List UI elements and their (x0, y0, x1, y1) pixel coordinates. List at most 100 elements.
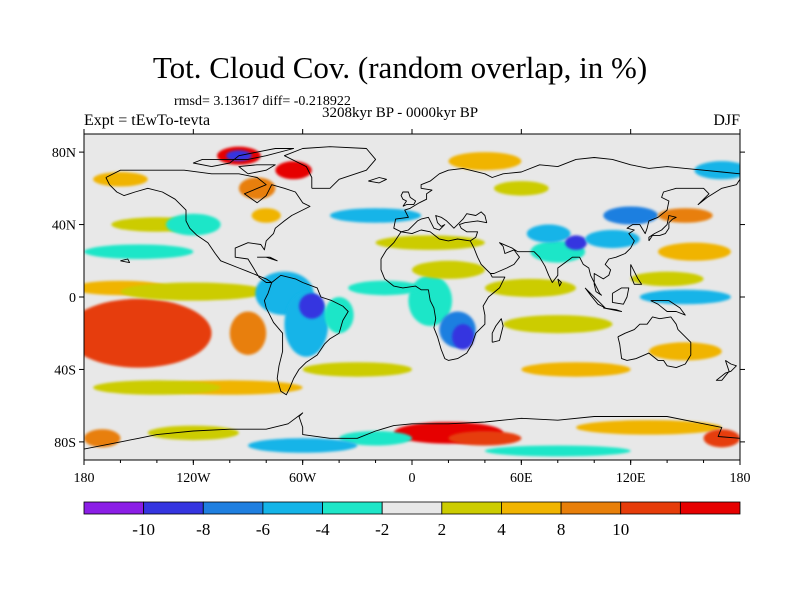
anomaly-patch (703, 429, 740, 448)
anomaly-patch (448, 431, 522, 446)
anomaly-patch (251, 208, 281, 223)
anomaly-patch (93, 380, 221, 395)
anomaly-patch (275, 161, 312, 180)
anomaly-patch (448, 152, 522, 171)
coastline (490, 179, 740, 296)
coastline (617, 316, 692, 369)
colorbar-label: -2 (375, 520, 389, 539)
colorbar: -10 -8 -6 -4 -2 2 4 8 10 (83, 501, 741, 539)
anomaly-patch (658, 208, 713, 223)
y-tick-label: 0 (69, 291, 76, 306)
season-label: DJF (713, 112, 740, 129)
coastline-layer (84, 146, 740, 450)
x-tick-label: 120E (616, 471, 646, 486)
anomaly-patch (84, 298, 212, 368)
coastline (400, 211, 488, 242)
anomaly-patch (84, 429, 121, 448)
anomaly-patch (339, 431, 412, 446)
coastline (120, 258, 131, 264)
anomaly-patch (247, 438, 358, 453)
anomaly-patch (658, 242, 731, 261)
stats-text: rmsd= 3.13617 diff= -0.218922 (174, 94, 351, 109)
coastline (368, 177, 387, 184)
anomaly-patch (302, 362, 413, 377)
anomaly-patch (299, 293, 325, 319)
colorbar-box (620, 501, 681, 515)
colorbar-label: -8 (196, 520, 210, 539)
anomaly-patch (521, 362, 631, 377)
anomaly-patch (452, 324, 474, 350)
colorbar-box (202, 501, 264, 515)
colorbar-box (501, 501, 562, 515)
colorbar-label: 10 (612, 520, 629, 539)
coastline (380, 229, 506, 361)
colorbar-box (560, 501, 622, 515)
y-tick-label: 80S (54, 436, 76, 451)
colorbar-box (381, 501, 443, 515)
x-tick-label: 180 (74, 471, 95, 486)
anomaly-patch (147, 425, 239, 441)
anomaly-patch (526, 224, 571, 243)
colorbar-box (143, 501, 204, 515)
anomaly-patch (576, 420, 722, 435)
y-tick-label: 80N (52, 146, 76, 161)
colorbar-label: 8 (557, 520, 566, 539)
experiment-label: Expt = tEwTo-tevta (84, 112, 211, 129)
colorbar-label: 2 (438, 520, 447, 539)
y-tick-label: 40S (54, 363, 76, 378)
coastline (491, 318, 504, 343)
period-label: 3208kyr BP - 0000kyr BP (322, 105, 479, 121)
anomaly-patch (229, 311, 267, 355)
colorbar-box (679, 501, 741, 515)
colorbar-box (262, 501, 323, 515)
coastline (393, 157, 740, 233)
coastline (84, 412, 740, 450)
anomaly-patch (93, 172, 148, 187)
anomaly-patch (630, 271, 704, 287)
coastline (648, 215, 677, 242)
colorbar-label: -4 (315, 520, 330, 539)
x-tick-label: 0 (409, 471, 416, 486)
coastline (263, 274, 349, 396)
anomaly-patch (694, 161, 740, 180)
coastline (715, 360, 737, 381)
colorbar-box (441, 501, 502, 515)
anomaly-patch (503, 315, 613, 334)
anomaly-patch (375, 235, 485, 250)
coastline (283, 146, 377, 189)
x-tick-label: 60W (289, 471, 317, 486)
x-tick-label: 120W (176, 471, 211, 486)
coastline (630, 264, 643, 285)
coastline (557, 278, 562, 287)
coastline (400, 191, 417, 207)
anomaly-layer (84, 146, 740, 457)
anomaly-patch (324, 297, 354, 334)
colorbar-label: 4 (497, 520, 506, 539)
x-tick-label: 180 (730, 471, 751, 486)
colorbar-label: -10 (132, 520, 155, 539)
anomaly-patch (120, 282, 267, 301)
colorbar-box (83, 501, 145, 515)
anomaly-patch (84, 244, 194, 259)
coastline (105, 169, 311, 283)
coastline (257, 256, 278, 262)
axis-ticks: 180 120W 60W 0 60E 120E 180 80N 40N 0 40S 80S (52, 129, 751, 486)
anomaly-patch (648, 342, 722, 361)
anomaly-patch (484, 278, 576, 298)
chart-title: Tot. Cloud Cov. (random overlap, in %) (152, 50, 648, 85)
anomaly-patch (585, 229, 640, 249)
anomaly-patch (603, 206, 659, 225)
coastline (603, 307, 623, 312)
coastline (611, 287, 630, 305)
y-tick-label: 40N (52, 219, 76, 234)
coastline (238, 164, 276, 175)
colorbar-box (322, 501, 383, 515)
anomaly-patch (565, 235, 587, 250)
x-tick-label: 60E (510, 471, 533, 486)
colorbar-label: -6 (256, 520, 270, 539)
anomaly-patch (166, 213, 221, 236)
anomaly-patch (412, 260, 485, 279)
coastline (192, 148, 295, 168)
anomaly-patch (493, 181, 549, 196)
